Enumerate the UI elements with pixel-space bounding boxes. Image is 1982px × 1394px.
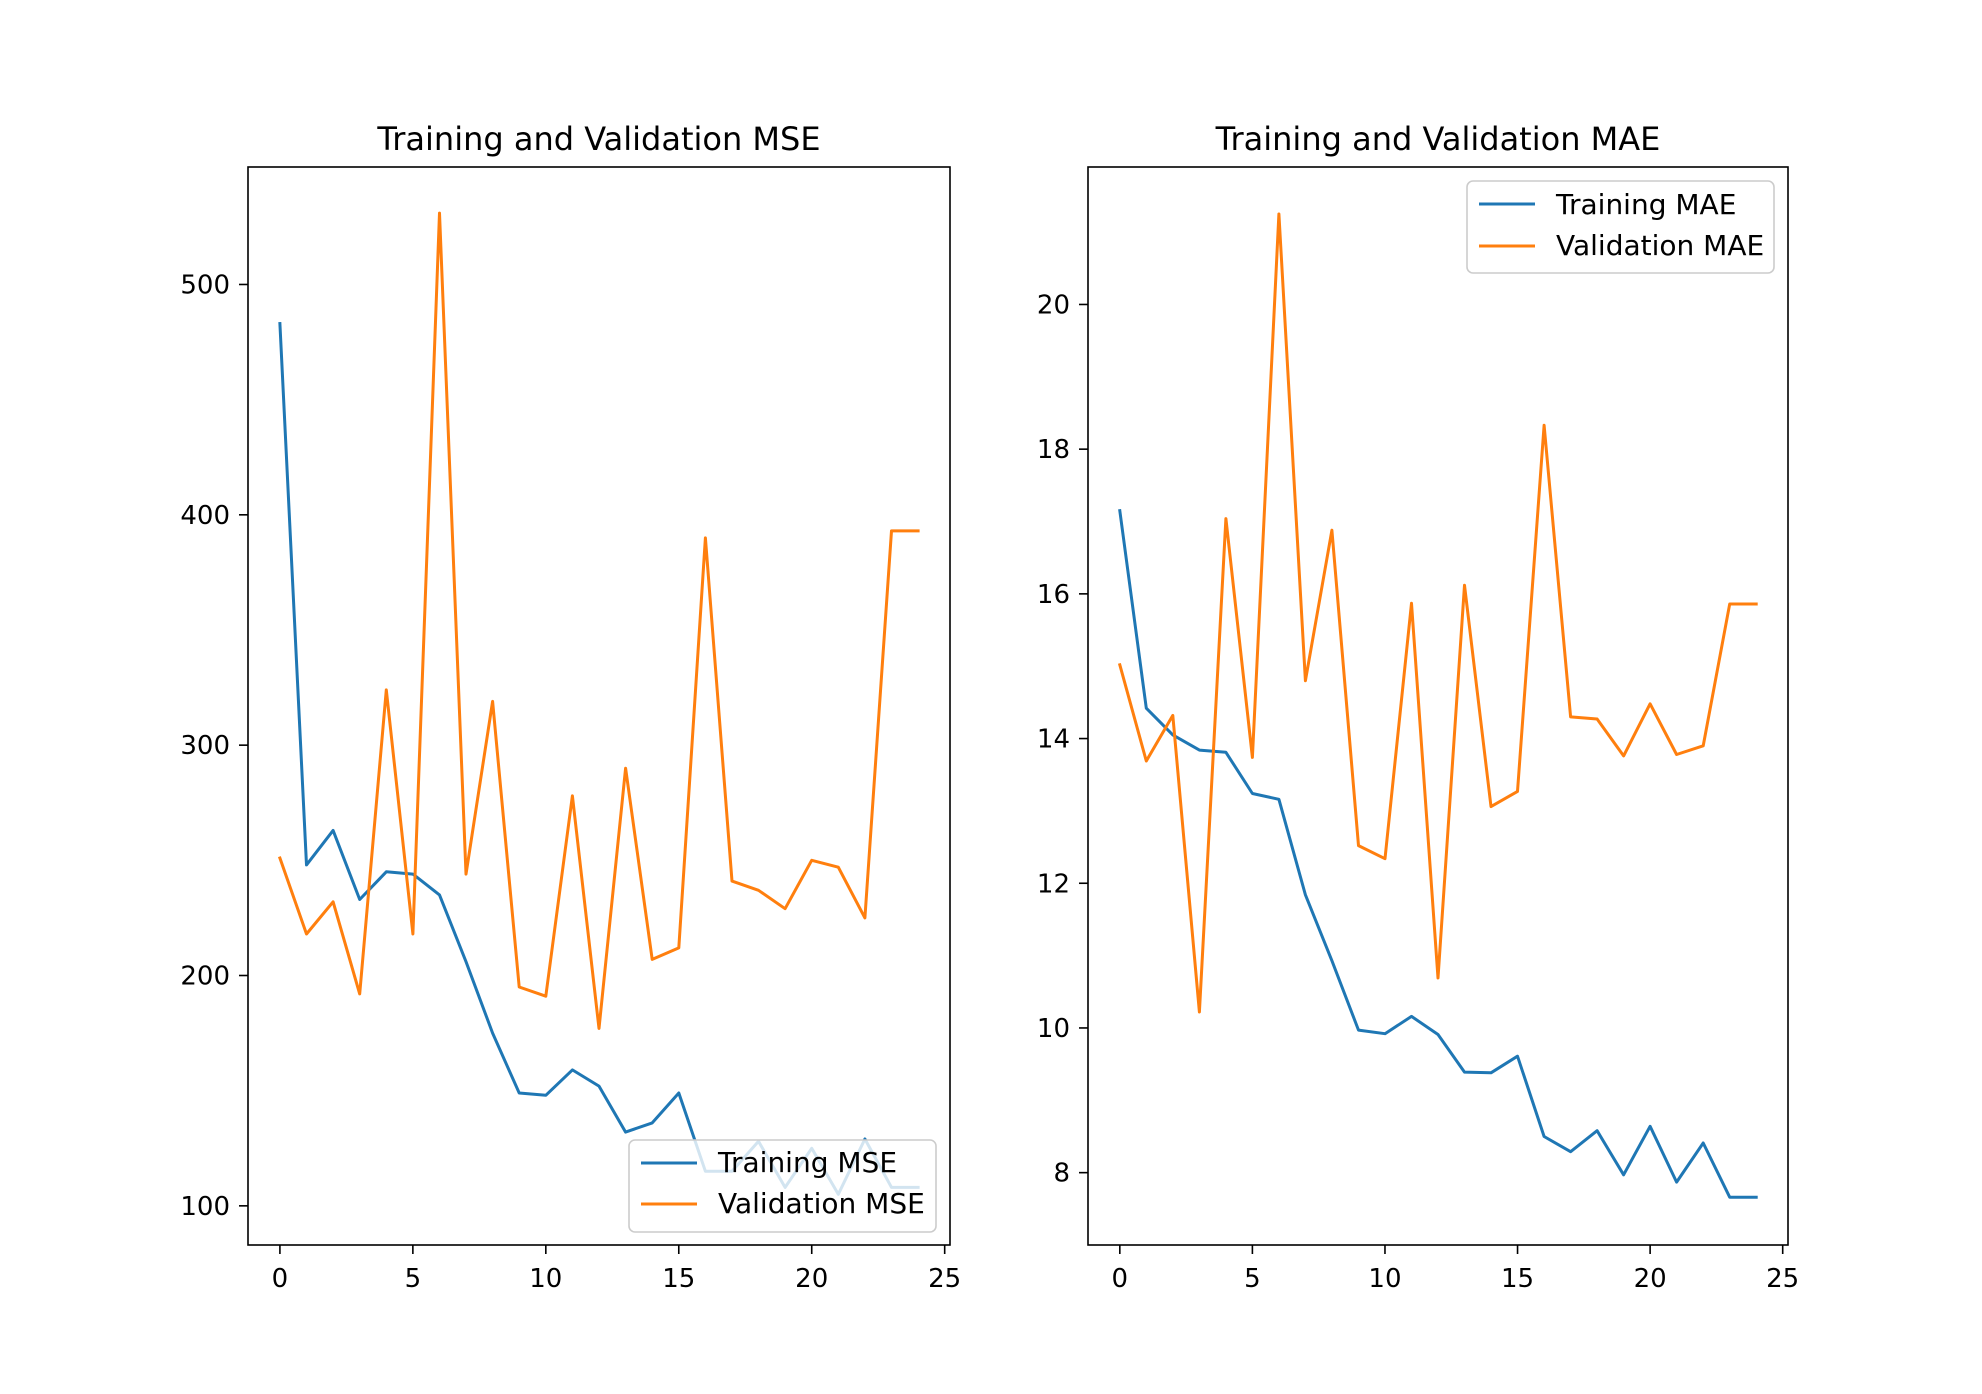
mse-y-tick-label: 500 bbox=[180, 270, 230, 300]
mse-y-tick-label: 100 bbox=[180, 1192, 230, 1222]
mse-axis-frame bbox=[247, 166, 951, 1246]
mse-x-tick-label: 5 bbox=[405, 1264, 422, 1294]
series-line-training-mae bbox=[1118, 509, 1758, 1199]
mse-y-tick-label: 200 bbox=[180, 962, 230, 992]
mse-panel-title: Training and Validation MSE bbox=[376, 120, 820, 158]
mae-x-tick-label: 10 bbox=[1368, 1264, 1401, 1294]
mae-plot-area bbox=[1117, 212, 1758, 1199]
mae-y-tick-label: 14 bbox=[1037, 725, 1070, 755]
mae-y-tick-label: 18 bbox=[1037, 435, 1070, 465]
mae-y-tick-label: 8 bbox=[1053, 1159, 1070, 1189]
legend-label-validation-mse: Validation MSE bbox=[718, 1187, 925, 1220]
mse-legend-box bbox=[628, 1139, 937, 1233]
mae-x-tick-label: 25 bbox=[1766, 1264, 1799, 1294]
mse-legend: Training MSE Validation MSE bbox=[628, 1139, 937, 1233]
mae-panel-title: Training and Validation MAE bbox=[1215, 120, 1661, 158]
legend-label-training-mse: Training MSE bbox=[717, 1146, 897, 1179]
mae-y-tick-label: 10 bbox=[1037, 1014, 1070, 1044]
mse-x-tick-label: 15 bbox=[662, 1264, 695, 1294]
mse-y-tick-label: 400 bbox=[180, 501, 230, 531]
mae-y-tick-label: 12 bbox=[1037, 869, 1070, 899]
mae-x-tick-label: 5 bbox=[1244, 1264, 1261, 1294]
mse-axis-ticks: 0 5 10 15 20 25 100 200 300 400 500 bbox=[180, 270, 961, 1294]
mae-panel: Training and Validation MAE 0 5 10 15 20 25 8 1… bbox=[1037, 120, 1799, 1294]
mae-legend: Training MAE Validation MAE bbox=[1466, 180, 1775, 274]
mae-axis-ticks: 0 5 10 15 20 25 8 10 12 14 16 18 20 bbox=[1037, 290, 1799, 1294]
series-line-validation-mse bbox=[277, 211, 920, 1030]
mae-x-tick-label: 15 bbox=[1501, 1264, 1534, 1294]
mse-y-tick-label: 300 bbox=[180, 731, 230, 761]
mse-x-tick-label: 25 bbox=[928, 1264, 961, 1294]
legend-label-validation-mae: Validation MAE bbox=[1556, 229, 1764, 262]
mae-y-tick-label: 16 bbox=[1037, 580, 1070, 610]
legend-label-training-mae: Training MAE bbox=[1555, 188, 1736, 221]
mae-x-tick-label: 20 bbox=[1634, 1264, 1667, 1294]
mae-axis-frame bbox=[1087, 166, 1789, 1246]
mae-legend-box bbox=[1466, 180, 1775, 274]
mse-panel: Training and Validation MSE 0 5 10 15 20 25 10… bbox=[180, 120, 961, 1294]
mae-x-tick-label: 0 bbox=[1112, 1264, 1129, 1294]
mae-y-tick-label: 20 bbox=[1037, 290, 1070, 320]
mse-x-tick-label: 10 bbox=[529, 1264, 562, 1294]
mse-x-tick-label: 0 bbox=[272, 1264, 289, 1294]
series-line-validation-mae bbox=[1117, 212, 1758, 1014]
mse-x-tick-label: 20 bbox=[795, 1264, 828, 1294]
